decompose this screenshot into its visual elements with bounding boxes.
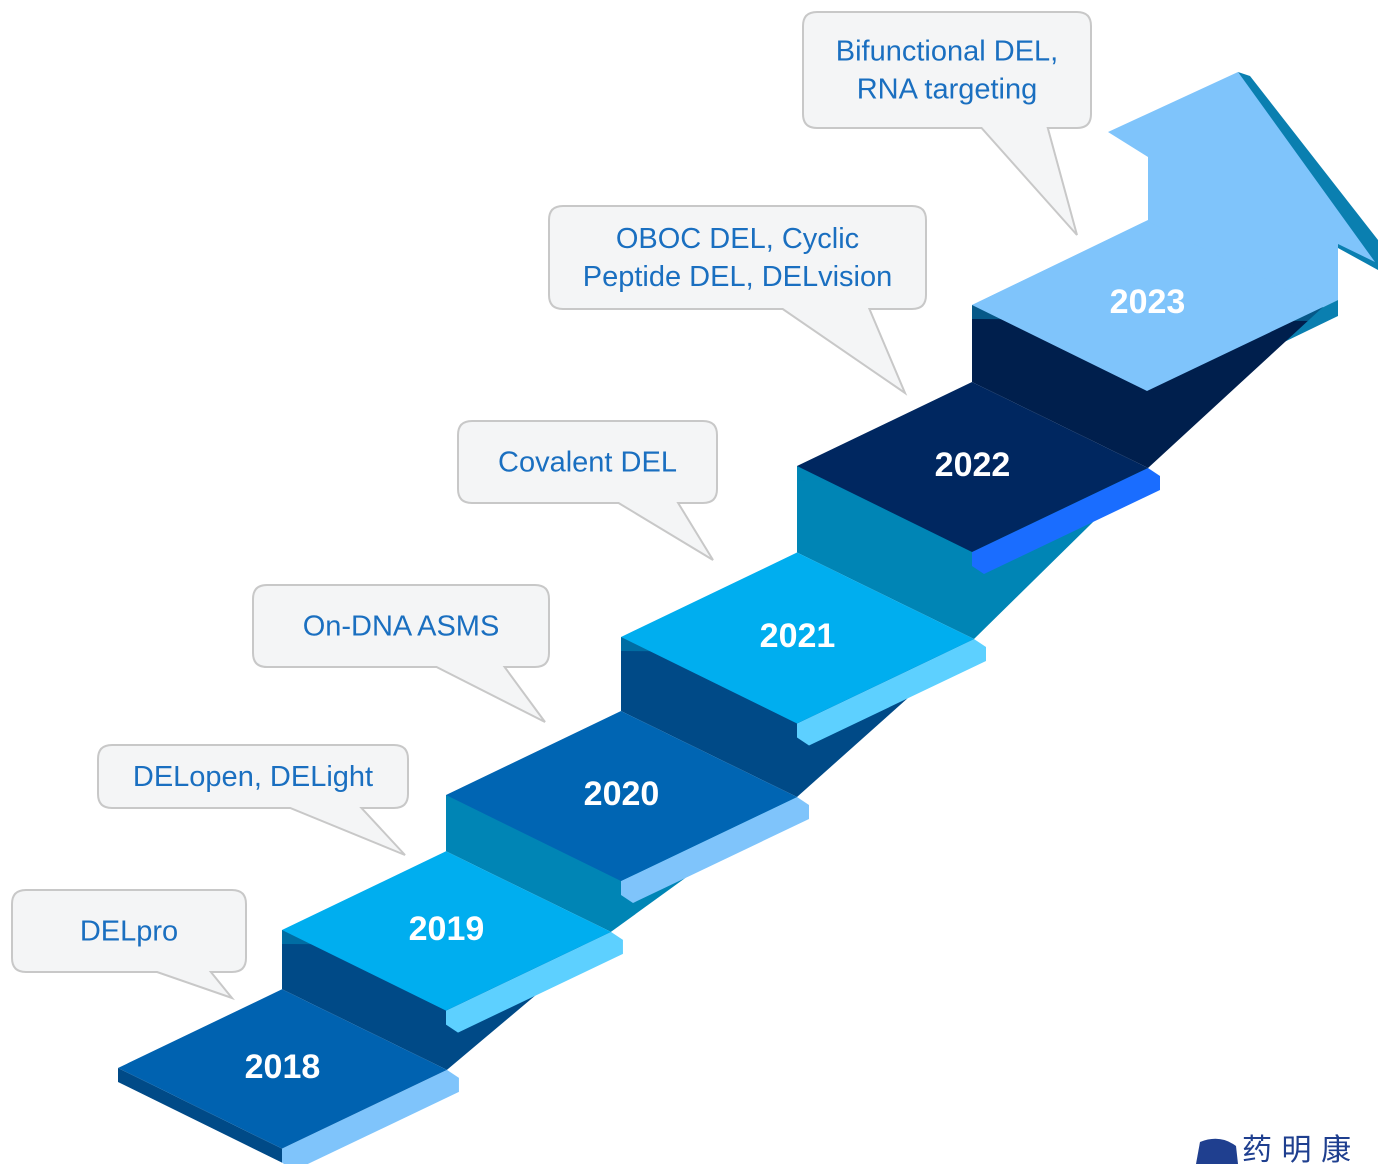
- step-side: [972, 468, 1160, 574]
- callout-bubble: [11, 889, 247, 1001]
- callout-text: DELopen, DELight: [133, 761, 373, 793]
- callout-text: Bifunctional DEL,: [836, 36, 1058, 68]
- step-front: [118, 1068, 282, 1163]
- callout-bubble: [802, 11, 1092, 236]
- step-year: 2019: [409, 910, 485, 948]
- step-side: [446, 931, 623, 1033]
- logo-text: 药 明 康: [1242, 1133, 1351, 1164]
- step-year: 2020: [584, 775, 660, 813]
- step-year: 2021: [760, 617, 836, 655]
- callout-text: OBOC DEL, Cyclic: [616, 223, 859, 255]
- step-year: 2018: [245, 1048, 321, 1086]
- step-top: [797, 382, 1148, 552]
- logo-mark: [1196, 1138, 1238, 1164]
- callout-bubble: [457, 420, 718, 561]
- callout-bubble: [548, 205, 927, 396]
- callout-bubble: [252, 584, 550, 723]
- step-top: [446, 711, 797, 881]
- callout-text: DELpro: [80, 916, 178, 948]
- step-year: 2022: [935, 446, 1011, 484]
- callouts: DELpro DELopen, DELight On-DNA ASMS Covalen…: [11, 11, 1092, 1001]
- step-top: [621, 552, 975, 724]
- step-year: 2023: [1110, 283, 1186, 321]
- step-top: [972, 221, 1323, 391]
- step-side: [797, 639, 987, 746]
- callout-text: Covalent DEL: [498, 447, 677, 479]
- callout-text: RNA targeting: [857, 74, 1038, 106]
- step-top: [118, 989, 447, 1149]
- step-side: [621, 797, 809, 903]
- step-top: [282, 851, 611, 1011]
- callout-bubble: [97, 744, 409, 856]
- logo: 药 明 康: [1196, 1133, 1351, 1164]
- step-side: [282, 1069, 459, 1164]
- steps: 2023 2022 2021 2020 2019 2018: [118, 221, 1323, 1164]
- callout-text: Peptide DEL, DELvision: [583, 261, 893, 293]
- callout-text: On-DNA ASMS: [303, 611, 500, 643]
